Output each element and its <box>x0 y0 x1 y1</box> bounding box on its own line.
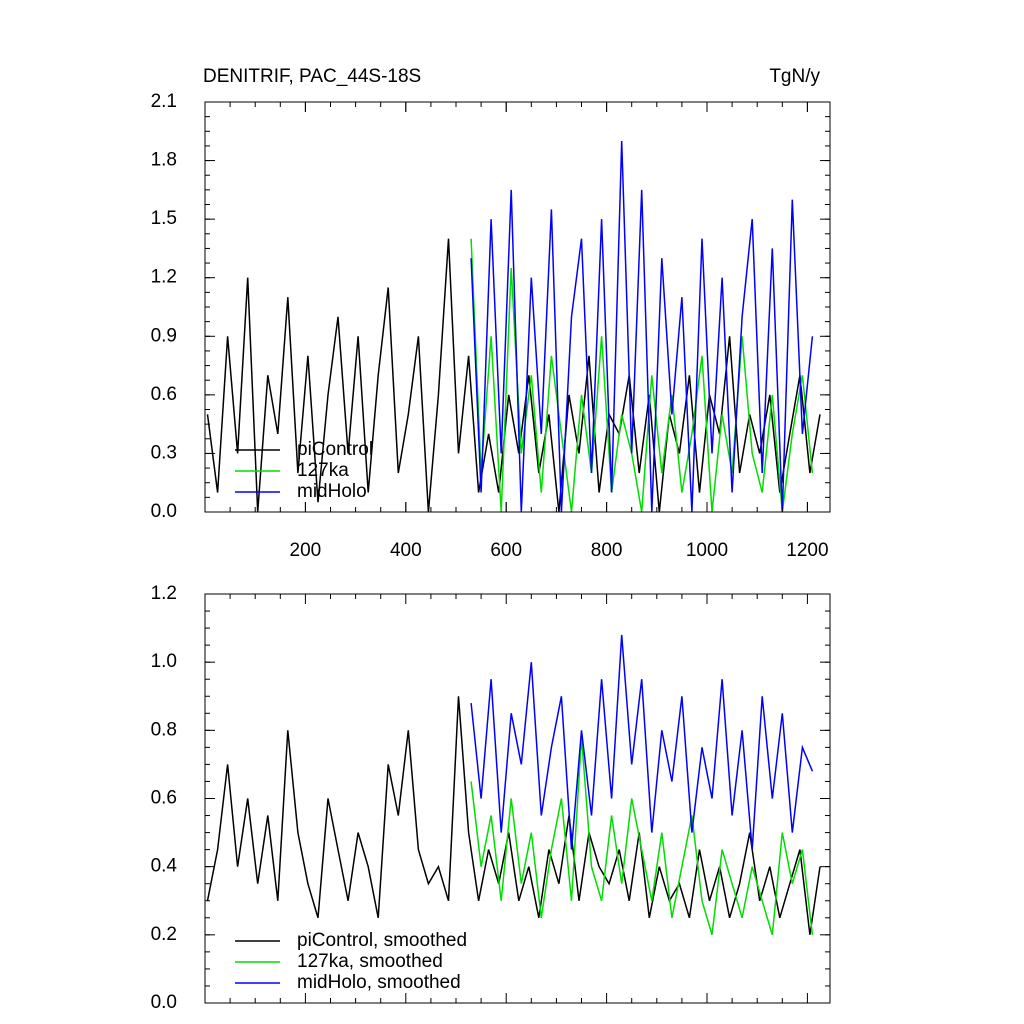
series-line <box>206 696 821 935</box>
x-tick-label: 1000 <box>686 540 728 561</box>
x-tick-label: 200 <box>290 540 322 561</box>
x-tick-label: 400 <box>390 540 422 561</box>
x-tick-label: 1200 <box>786 540 828 561</box>
series-line <box>470 634 814 850</box>
y-tick-label: 0.6 <box>151 384 177 405</box>
series-line <box>470 737 814 936</box>
series-line <box>470 140 814 513</box>
legend-label: midHolo <box>297 481 367 502</box>
y-tick-label: 1.2 <box>151 583 177 604</box>
x-tick-label: 800 <box>591 540 623 561</box>
y-tick-label: 1.2 <box>151 267 177 288</box>
y-tick-label: 0.2 <box>151 924 177 945</box>
y-tick-label: 1.0 <box>151 651 177 672</box>
units-label: TgN/y <box>769 66 820 87</box>
y-tick-label: 0.0 <box>151 501 177 522</box>
y-tick-label: 0.6 <box>151 788 177 809</box>
legend-label: piControl, smoothed <box>297 930 467 951</box>
legend-label: midHolo, smoothed <box>297 972 461 993</box>
legend-label: 127ka <box>297 460 349 481</box>
y-tick-label: 1.8 <box>151 150 177 171</box>
y-tick-label: 0.9 <box>151 325 177 346</box>
y-tick-label: 0.4 <box>151 856 178 877</box>
legend-label: 127ka, smoothed <box>297 951 443 972</box>
x-tick-label: 600 <box>490 540 522 561</box>
chart-title: DENITRIF, PAC_44S-18S <box>203 66 421 87</box>
y-tick-label: 1.5 <box>151 208 177 229</box>
y-tick-label: 0.0 <box>151 992 177 1013</box>
series-line <box>206 238 821 513</box>
y-tick-label: 0.8 <box>151 719 177 740</box>
series-line <box>470 238 814 513</box>
y-tick-label: 2.1 <box>151 91 177 112</box>
legend-label: piControl <box>297 439 373 460</box>
y-tick-label: 0.3 <box>151 442 177 463</box>
